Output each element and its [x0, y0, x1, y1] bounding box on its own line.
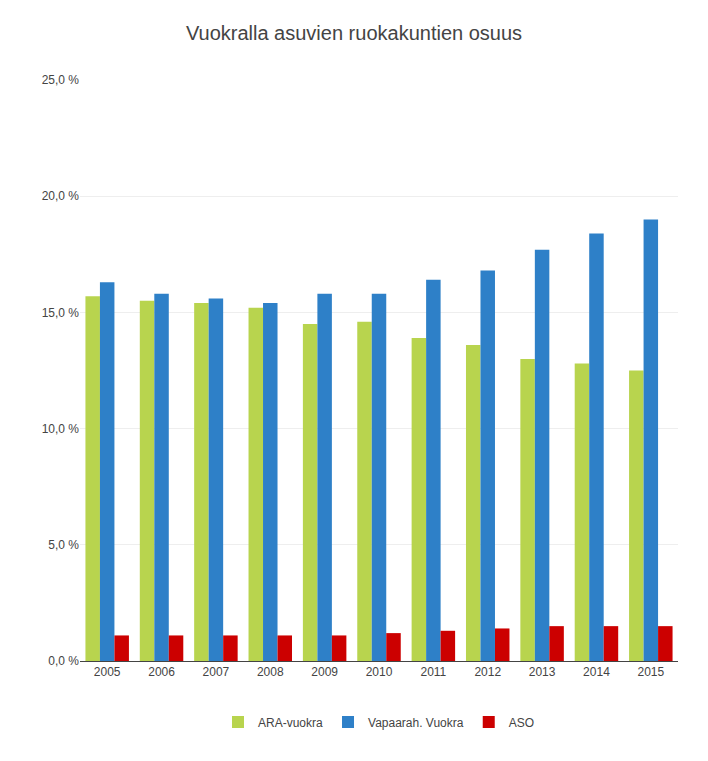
- svg-text:ASO: ASO: [509, 716, 534, 730]
- svg-text:2015: 2015: [637, 665, 664, 679]
- svg-text:25,0 %: 25,0 %: [42, 73, 80, 87]
- svg-text:10,0 %: 10,0 %: [42, 422, 80, 436]
- svg-text:2013: 2013: [529, 665, 556, 679]
- svg-text:2005: 2005: [94, 665, 121, 679]
- svg-text:2007: 2007: [203, 665, 230, 679]
- svg-text:2011: 2011: [420, 665, 446, 679]
- svg-text:2008: 2008: [257, 665, 284, 679]
- svg-text:20,0 %: 20,0 %: [42, 189, 80, 203]
- svg-text:2006: 2006: [148, 665, 175, 679]
- svg-text:0,0 %: 0,0 %: [48, 654, 79, 668]
- svg-text:Vuokralla asuvien ruokakuntien: Vuokralla asuvien ruokakuntien osuus: [186, 22, 522, 44]
- svg-text:2009: 2009: [311, 665, 338, 679]
- svg-text:ARA-vuokra: ARA-vuokra: [258, 716, 323, 730]
- svg-text:5,0 %: 5,0 %: [48, 538, 79, 552]
- svg-text:2010: 2010: [366, 665, 393, 679]
- svg-text:2012: 2012: [474, 665, 501, 679]
- svg-text:2014: 2014: [583, 665, 610, 679]
- svg-text:15,0 %: 15,0 %: [42, 306, 80, 320]
- svg-text:Vapaarah. Vuokra: Vapaarah. Vuokra: [368, 716, 464, 730]
